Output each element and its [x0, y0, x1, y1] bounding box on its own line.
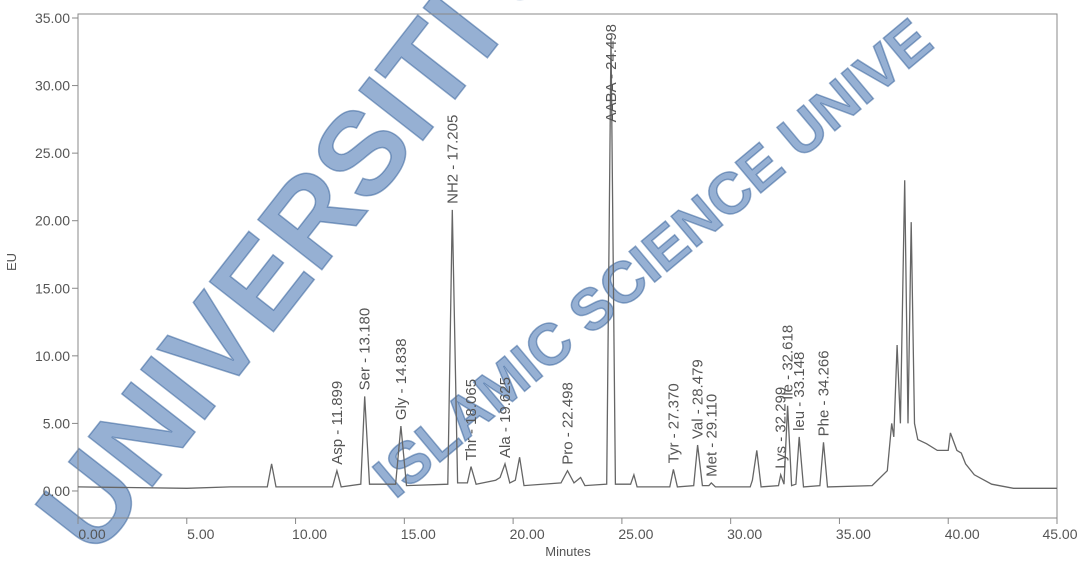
watermark: UNIVERSITI SAI	[11, 0, 664, 563]
peak-label: AABA - 24.498	[603, 24, 620, 122]
x-tick-label: 10.00	[292, 526, 327, 542]
x-tick-label: 35.00	[836, 526, 871, 542]
peak-label: leu - 33.148	[791, 352, 808, 431]
peak-label: Pro - 22.498	[559, 382, 576, 465]
y-tick-label: 30.00	[35, 78, 70, 94]
peak-label: NH2 - 17.205	[444, 115, 461, 204]
y-tick-label: 0.00	[43, 483, 70, 499]
peak-label: Gly - 14.838	[393, 338, 410, 420]
y-tick-label: 15.00	[35, 280, 70, 296]
x-tick-label: 15.00	[401, 526, 436, 542]
peak-label: Ile - 32.618	[780, 325, 797, 400]
peak-label: Met - 29.110	[703, 394, 720, 477]
peak-label: Ser - 13.180	[357, 308, 374, 391]
peak-label: Tyr - 27.370	[665, 383, 682, 463]
x-axis-label: Minutes	[545, 544, 591, 559]
y-tick-label: 10.00	[35, 348, 70, 364]
y-tick-label: 20.00	[35, 213, 70, 229]
x-tick-label: 30.00	[727, 526, 762, 542]
x-tick-label: 20.00	[510, 526, 545, 542]
peak-label: Thr - 18.065	[463, 379, 480, 461]
y-axis-label: EU	[4, 253, 19, 271]
peak-label: Ala - 19.625	[497, 377, 514, 458]
trace	[77, 38, 1057, 489]
y-tick-label: 35.00	[35, 10, 70, 26]
x-tick-label: 5.00	[187, 526, 214, 542]
peak-label: Lys - 32.299	[773, 387, 790, 469]
x-tick-label: 0.00	[78, 526, 105, 542]
y-tick-label: 5.00	[43, 415, 70, 431]
x-tick-label: 45.00	[1042, 526, 1077, 542]
x-tick-label: 40.00	[945, 526, 980, 542]
peak-label: Val - 28.479	[690, 359, 707, 439]
plot-frame	[77, 13, 1058, 519]
y-tick-label: 25.00	[35, 145, 70, 161]
peak-label: Phe - 34.266	[815, 350, 832, 436]
peak-label: Asp - 11.899	[329, 381, 346, 465]
x-tick-label: 25.00	[618, 526, 653, 542]
